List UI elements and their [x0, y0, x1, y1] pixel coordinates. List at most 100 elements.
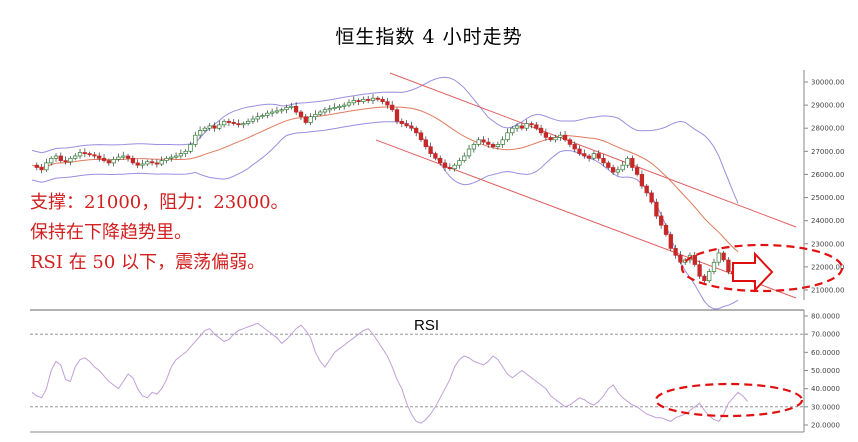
candle-up	[265, 112, 270, 116]
candle-down	[606, 162, 611, 168]
price-tick-label: 29000.00	[811, 102, 844, 110]
candle-down	[236, 123, 241, 126]
price-tick-label: 27000.00	[811, 148, 844, 156]
candle-up	[121, 155, 126, 158]
rsi-tick-label: 50.0000	[811, 367, 840, 375]
candle-up	[202, 127, 208, 131]
candle-up	[77, 152, 83, 157]
candle-down	[394, 109, 400, 122]
candle-down	[490, 144, 496, 148]
price-tick-label: 22000.00	[811, 263, 844, 271]
bollinger-upper-band	[31, 76, 739, 204]
candle-down	[586, 155, 592, 159]
rsi-tick-label: 70.0000	[811, 331, 840, 339]
candle-up	[457, 160, 462, 166]
candle-down	[659, 215, 664, 226]
candle-up	[111, 159, 116, 164]
price-axis: 30000.00 29000.00 28000.00 27000.00 26000.00…	[803, 70, 844, 300]
rsi-tick-label: 20.0000	[811, 422, 840, 430]
candlesticks	[34, 94, 741, 285]
candle-down	[538, 127, 544, 134]
rsi-note: RSI 在 50 以下，震荡偏弱。	[30, 252, 266, 273]
candle-down	[418, 132, 424, 141]
candle-up	[269, 111, 275, 114]
candle-up	[49, 157, 54, 164]
candle-down	[654, 201, 659, 217]
candle-down	[721, 252, 726, 261]
candle-down	[610, 167, 616, 173]
candle-down	[154, 162, 160, 165]
candle-down	[39, 167, 44, 171]
candle-up	[250, 118, 256, 122]
candle-up	[707, 271, 712, 282]
price-highlight-ellipse	[680, 243, 844, 293]
rsi-panel: 80.0000 70.0000 60.0000 50.0000 40.0000 30.00…	[30, 309, 840, 433]
candle-up	[145, 161, 150, 165]
candle-down	[433, 153, 438, 159]
candle-down	[673, 248, 678, 256]
candle-up	[524, 123, 529, 129]
rsi-line	[31, 322, 748, 424]
candle-down	[447, 167, 452, 170]
candle-up	[351, 100, 356, 104]
candle-down	[438, 157, 443, 164]
candle-up	[279, 109, 284, 112]
candle-down	[639, 174, 645, 187]
channel-upper-line	[389, 72, 797, 228]
candle-down	[409, 125, 414, 129]
candle-up	[53, 155, 59, 159]
candle-down	[663, 224, 669, 235]
candle-down	[303, 116, 308, 123]
candle-down	[212, 125, 217, 129]
candle-up	[370, 97, 376, 101]
candle-up	[514, 125, 520, 129]
candle-down	[130, 157, 136, 164]
candle-up	[164, 157, 169, 161]
candle-down	[428, 146, 433, 154]
page-title: 恒生指数 4 小时走势	[335, 26, 523, 48]
candle-down	[596, 153, 601, 159]
candle-down	[125, 155, 131, 159]
candle-down	[529, 123, 534, 126]
candle-down	[697, 264, 702, 277]
candle-down	[567, 139, 573, 145]
candle-up	[332, 107, 337, 109]
candle-down	[101, 157, 107, 161]
candle-up	[462, 155, 467, 161]
candle-up	[625, 157, 630, 166]
price-tick-label: 26000.00	[811, 171, 844, 179]
candle-down	[601, 157, 606, 164]
candle-down	[34, 164, 39, 168]
candle-up	[313, 114, 318, 118]
candle-up	[159, 160, 164, 165]
candle-down	[634, 167, 640, 175]
price-tick-label: 30000.00	[811, 79, 844, 87]
candle-up	[245, 120, 251, 124]
candle-up	[73, 155, 78, 159]
rsi-tick-label: 30.0000	[811, 403, 840, 411]
candle-up	[260, 115, 265, 118]
candle-down	[399, 120, 404, 124]
candle-up	[44, 162, 49, 171]
candle-up	[183, 150, 188, 154]
candle-up	[558, 134, 563, 138]
candle-up	[510, 127, 515, 134]
candle-down	[298, 111, 304, 117]
candle-up	[505, 132, 510, 141]
support-resistance-note: 支撑：21000，阻力：23000。	[30, 192, 289, 213]
candle-up	[193, 134, 198, 145]
candle-up	[68, 157, 73, 163]
candle-down	[63, 160, 68, 163]
annotations	[654, 243, 844, 418]
candle-up	[178, 153, 184, 157]
candle-down	[385, 101, 390, 106]
candle-down	[58, 155, 63, 161]
rsi-highlight-ellipse	[654, 382, 804, 418]
candle-up	[452, 164, 457, 170]
candle-down	[519, 125, 525, 129]
candle-down	[293, 105, 299, 113]
candle-up	[716, 252, 721, 263]
candle-down	[486, 141, 491, 145]
candle-up	[188, 144, 193, 152]
